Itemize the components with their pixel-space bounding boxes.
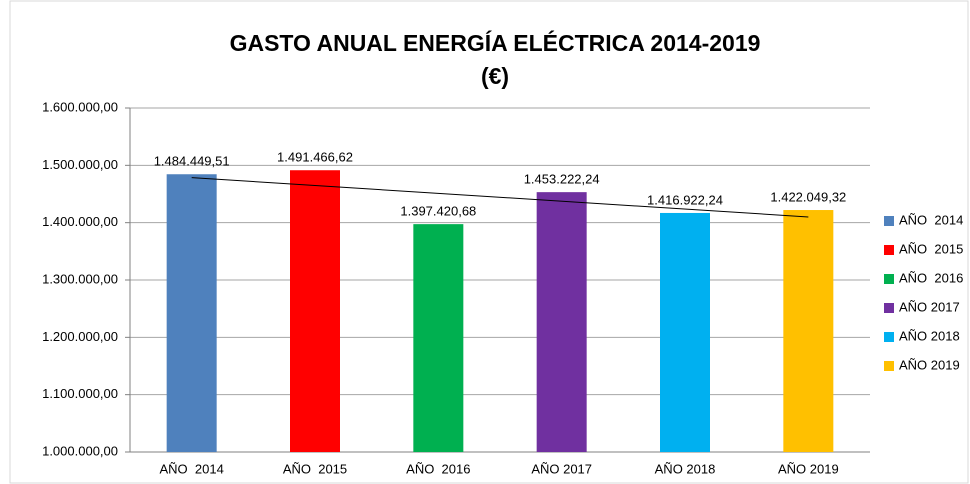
bar <box>536 192 587 452</box>
x-tick-label: AÑO 2019 <box>778 461 839 476</box>
y-tick-label: 1.000.000,00 <box>42 443 118 458</box>
bar <box>290 170 340 452</box>
data-label: 1.397.420,68 <box>400 204 476 219</box>
y-tick-label: 1.300.000,00 <box>42 271 118 286</box>
chart-title: GASTO ANUAL ENERGÍA ELÉCTRICA 2014-2019 <box>230 29 761 56</box>
chart-subtitle: (€) <box>481 63 509 89</box>
legend-label: AÑO 2014 <box>899 212 963 227</box>
x-tick-label: AÑO 2014 <box>160 461 224 476</box>
legend-swatch <box>884 245 894 255</box>
data-label: 1.484.449,51 <box>154 154 230 169</box>
x-tick-label: AÑO 2018 <box>655 461 716 476</box>
trendline <box>191 177 809 218</box>
legend-label: AÑO 2015 <box>899 241 963 256</box>
x-tick-label: AÑO 2017 <box>531 461 592 476</box>
legend-swatch <box>884 361 894 371</box>
y-tick-label: 1.400.000,00 <box>42 214 118 229</box>
data-label: 1.491.466,62 <box>277 150 353 165</box>
data-label: 1.416.922,24 <box>647 192 723 207</box>
bar <box>660 212 710 452</box>
y-tick-label: 1.200.000,00 <box>42 329 118 344</box>
legend-label: AÑO 2019 <box>899 357 960 372</box>
legend-swatch <box>884 332 894 342</box>
bar <box>783 210 834 452</box>
y-tick-label: 1.500.000,00 <box>42 157 118 172</box>
data-label: 1.453.222,24 <box>524 172 600 187</box>
y-tick-label: 1.600.000,00 <box>42 99 118 114</box>
x-tick-label: AÑO 2015 <box>283 461 347 476</box>
legend-swatch <box>884 274 894 284</box>
data-label: 1.422.049,32 <box>770 189 846 204</box>
legend-swatch <box>884 216 894 226</box>
legend-label: AÑO 2018 <box>899 328 960 343</box>
legend-label: AÑO 2017 <box>899 299 960 314</box>
legend-swatch <box>884 303 894 313</box>
bar <box>413 224 464 452</box>
bar <box>166 174 217 452</box>
y-tick-label: 1.100.000,00 <box>42 386 118 401</box>
x-tick-label: AÑO 2016 <box>406 461 470 476</box>
legend-label: AÑO 2016 <box>899 270 963 285</box>
